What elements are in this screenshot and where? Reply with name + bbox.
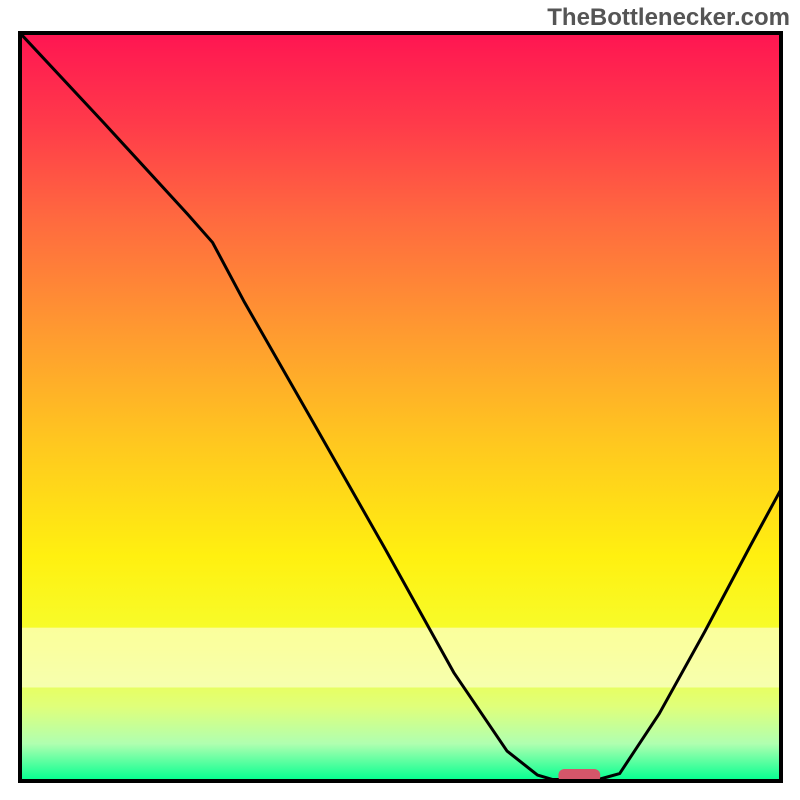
chart-container: TheBottlenecker.com — [0, 0, 800, 800]
watermark-text: TheBottlenecker.com — [547, 4, 790, 32]
chart-svg — [0, 0, 800, 800]
